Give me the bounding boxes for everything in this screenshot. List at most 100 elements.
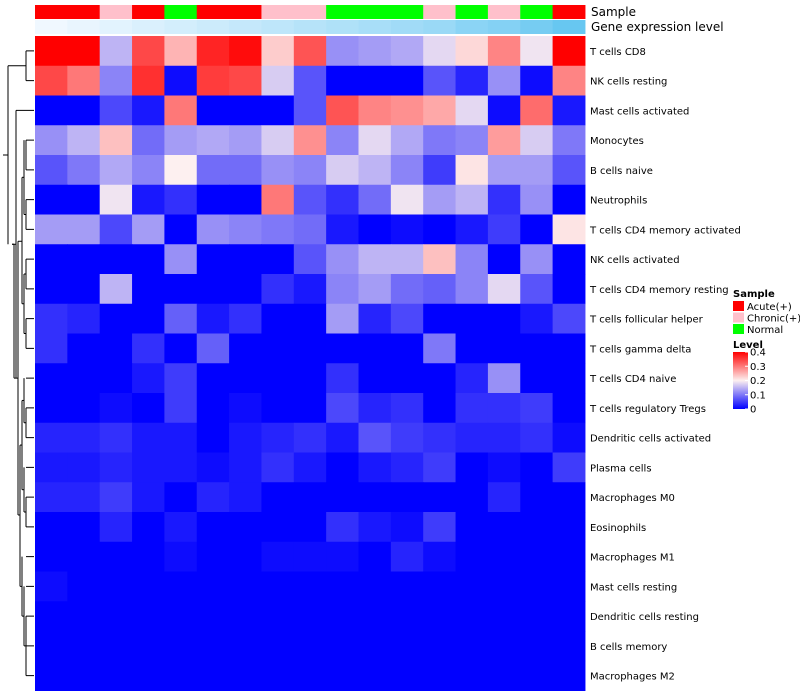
heatmap-cell [132, 541, 165, 572]
heatmap-cell [293, 303, 327, 334]
heatmap-cell [455, 512, 489, 543]
heatmap-cell [390, 244, 424, 275]
heatmap-cell [293, 571, 327, 602]
heatmap-cell [99, 95, 133, 126]
heatmap-cell [229, 155, 262, 186]
heatmap-cell [552, 541, 586, 572]
heatmap-cell [455, 214, 489, 245]
heatmap-cell [293, 393, 327, 424]
heatmap-cell [67, 65, 101, 96]
sample-annotation-cell [67, 5, 101, 19]
heatmap-cell [390, 363, 424, 394]
heatmap-cell [423, 303, 457, 334]
heatmap-cell [132, 36, 165, 67]
heatmap-cell [261, 482, 295, 513]
heatmap-cell [132, 482, 165, 513]
heatmap-cell [326, 333, 359, 364]
heatmap-cell [132, 244, 165, 275]
heatmap-cell [229, 274, 262, 305]
heatmap-cell [293, 214, 327, 245]
heatmap-cell [164, 601, 198, 632]
heatmap-cell [261, 541, 295, 572]
heatmap-cell [487, 482, 521, 513]
row-label: T cells CD4 naive [589, 374, 676, 385]
heatmap-cell [132, 363, 165, 394]
heatmap-cell [520, 541, 554, 572]
heatmap-cell [358, 36, 392, 67]
heatmap-cell [164, 512, 198, 543]
heatmap-cell [487, 244, 521, 275]
heatmap-cell [229, 422, 262, 453]
heatmap-cell [423, 541, 457, 572]
heatmap-cell [390, 333, 424, 364]
heatmap-cell [196, 95, 230, 126]
sample-legend-swatch [733, 312, 744, 323]
heatmap-cell [552, 571, 586, 602]
row-label: B cells memory [590, 642, 667, 653]
heatmap-cell [196, 303, 230, 334]
heatmap-cell [358, 244, 392, 275]
heatmap-cell [229, 482, 262, 513]
heatmap-cell [487, 303, 521, 334]
heatmap-cell [423, 571, 457, 602]
heatmap-cell [293, 65, 327, 96]
heatmap-cell [164, 631, 198, 662]
heatmap-cell [455, 601, 489, 632]
heatmap-cell [423, 422, 457, 453]
heatmap-cell [164, 541, 198, 572]
heatmap-cell [35, 333, 68, 364]
heatmap-cell [67, 184, 101, 215]
heatmap-cell [487, 95, 521, 126]
heatmap-cell [326, 274, 359, 305]
heatmap-cell [487, 214, 521, 245]
heatmap-cell [67, 422, 101, 453]
row-label: Dendritic cells resting [590, 612, 699, 623]
sample-annotation-cell [390, 5, 424, 19]
heatmap-cell [35, 452, 68, 483]
heatmap-cell [390, 631, 424, 662]
heatmap-cell [552, 482, 586, 513]
heatmap-cell [229, 541, 262, 572]
heatmap-cell [132, 422, 165, 453]
heatmap-cell [293, 541, 327, 572]
heatmap-cell [487, 660, 521, 691]
heatmap-cell [99, 393, 133, 424]
sample-annotation-cell [164, 5, 198, 19]
heatmap-cell [196, 422, 230, 453]
heatmap-cell [552, 393, 586, 424]
legend: Sample Acute(+)Chronic(+)Normal Level 0.… [733, 289, 800, 416]
heatmap-cell [229, 244, 262, 275]
heatmap-cell [390, 303, 424, 334]
heatmap-cell [67, 482, 101, 513]
heatmap-cell [229, 36, 262, 67]
heatmap-cell [229, 571, 262, 602]
heatmap-cell [358, 660, 392, 691]
heatmap-cell [35, 184, 68, 215]
heatmap-cell [196, 631, 230, 662]
heatmap-cell [293, 125, 327, 156]
heatmap-cell [455, 571, 489, 602]
heatmap-cell [67, 36, 101, 67]
heatmap-cell [35, 363, 68, 394]
heatmap-cell [196, 482, 230, 513]
heatmap-cell [261, 631, 295, 662]
heatmap-cell [229, 303, 262, 334]
heatmap-cell [552, 452, 586, 483]
heatmap-cell [552, 155, 586, 186]
heatmap-cell [487, 65, 521, 96]
sample-annotation-cell [35, 5, 68, 19]
heatmap-cell [358, 452, 392, 483]
heatmap-cell [229, 601, 262, 632]
row-label: Monocytes [590, 136, 644, 147]
heatmap-cell [293, 274, 327, 305]
heatmap-cell [520, 363, 554, 394]
heatmap-cell [520, 452, 554, 483]
sample-annotation-cell [487, 5, 521, 19]
heatmap-cell [35, 65, 68, 96]
heatmap-cell [423, 65, 457, 96]
heatmap-cell [132, 512, 165, 543]
heatmap-cell [293, 512, 327, 543]
heatmap-cell [358, 65, 392, 96]
gene-level-annotation-cell [390, 20, 424, 34]
row-label: Macrophages M2 [590, 672, 675, 683]
